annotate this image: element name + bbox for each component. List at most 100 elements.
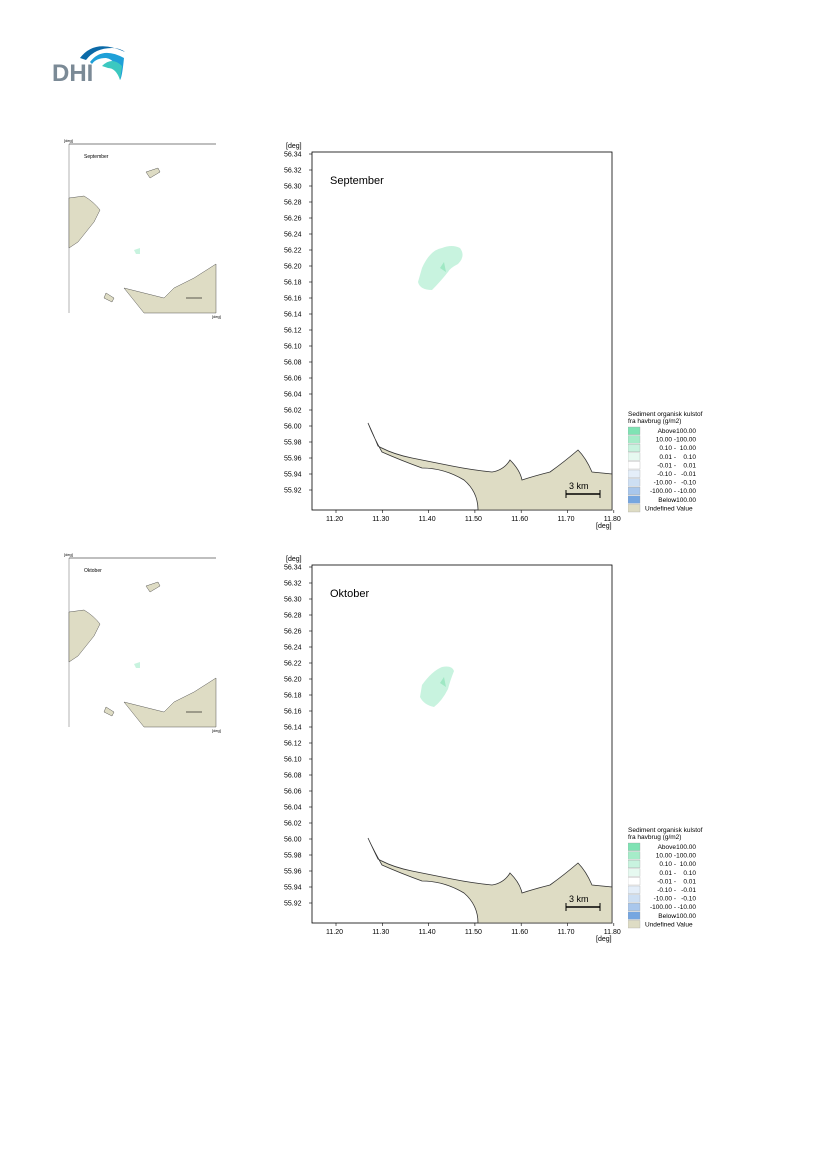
- scale-bar-label: 3 km: [569, 894, 589, 904]
- legend-range-hi: 0.01: [683, 462, 696, 469]
- y-tick-label: 56.20: [284, 264, 302, 271]
- legend-swatch: [627, 444, 641, 452]
- legend-range-lo: 0.10 -: [659, 861, 676, 868]
- legend-range-hi: 100.00: [676, 853, 696, 860]
- legend-range-hi: -10.00: [678, 904, 697, 911]
- y-tick-label: 56.34: [284, 152, 302, 159]
- legend-range-lo: -0.10 -: [657, 887, 676, 894]
- legend-swatch: [627, 885, 641, 894]
- y-tick-label: 55.98: [284, 440, 302, 447]
- x-tick-label: 11.60: [511, 516, 528, 523]
- legend-range-lo: -0.01 -: [657, 878, 676, 885]
- y-tick-label: 56.30: [284, 597, 302, 604]
- y-tick-label: 55.96: [284, 456, 302, 463]
- scale-bar-label: 3 km: [569, 481, 589, 491]
- main-map-oktober: [deg] 56.34 56.32 56.30 56.28 56.26 56.24 56.2…: [282, 553, 732, 953]
- legend-swatch: [627, 868, 641, 877]
- y-unit: [deg]: [286, 556, 302, 563]
- y-tick-label: 56.32: [284, 168, 302, 175]
- y-tick-label: 56.30: [284, 184, 302, 191]
- y-tick-label: 56.00: [284, 424, 302, 431]
- legend-range-lo: Below: [658, 913, 676, 920]
- y-tick-label: 56.00: [284, 837, 302, 844]
- thumb-label: September: [84, 154, 109, 160]
- legend-range-hi: -100.00: [674, 913, 696, 920]
- legend-swatch: [627, 911, 641, 920]
- thumb-x-unit: [deg]: [212, 728, 221, 733]
- legend-range-lo: Below: [658, 497, 676, 504]
- y-tick-label: 56.28: [284, 613, 302, 620]
- legend-september: Sediment organisk kulstof fra havbrug (g…: [627, 410, 748, 525]
- legend-label: Undefined Value: [645, 505, 693, 512]
- y-tick-label: 56.14: [284, 312, 302, 319]
- x-tick-label: 11.30: [372, 929, 389, 936]
- legend-label: Undefined Value: [645, 921, 693, 928]
- y-tick-label: 56.28: [284, 200, 302, 207]
- y-tick-label: 56.06: [284, 376, 302, 383]
- thumb-y-unit: [deg]: [64, 138, 73, 143]
- x-tick-label: 11.40: [419, 516, 436, 523]
- coastline: [367, 837, 613, 924]
- y-tick-label: 56.08: [284, 773, 302, 780]
- y-tick-label: 56.04: [284, 805, 302, 812]
- legend-oktober: Sediment organisk kulstof fra havbrug (g…: [627, 826, 748, 941]
- legend-swatch: [627, 903, 641, 911]
- x-tick-label: 11.30: [372, 516, 389, 523]
- dhi-logo: [50, 38, 130, 82]
- legend-swatch: [627, 469, 641, 478]
- legend-title-1: Sediment organisk kulstof: [628, 411, 703, 418]
- map-label: September: [330, 175, 384, 187]
- x-tick-label: 11.20: [326, 929, 343, 936]
- legend-range-hi: -10.00: [678, 488, 697, 495]
- legend-range-lo: 10.00 -: [656, 437, 676, 444]
- plume-outer: [420, 666, 454, 707]
- x-tick-label: 11.40: [419, 929, 436, 936]
- x-tick-label: 11.50: [465, 516, 482, 523]
- y-tick-label: 56.06: [284, 789, 302, 796]
- y-tick-label: 55.98: [284, 853, 302, 860]
- legend-range-lo: -10.00 -: [654, 480, 676, 487]
- y-tick-label: 56.18: [284, 693, 302, 700]
- logo-text: DHI: [52, 60, 94, 87]
- y-tick-label: 56.08: [284, 360, 302, 367]
- legend-range-hi: 100.00: [676, 437, 696, 444]
- legend-range-lo: -100.00 -: [650, 904, 676, 911]
- map-frame: [311, 151, 613, 511]
- legend-range-hi: 0.10: [683, 870, 696, 877]
- coastline: [367, 422, 613, 511]
- y-tick-label: 56.12: [284, 328, 302, 335]
- legend-range-hi: -0.10: [681, 896, 696, 903]
- legend-swatch: [627, 461, 641, 470]
- legend-swatch: [627, 877, 641, 886]
- thumbnail-map-oktober: [deg] Oktober [deg]: [64, 552, 224, 742]
- x-tick-label: 11.80: [604, 929, 621, 936]
- legend-range-hi: -0.10: [681, 480, 696, 487]
- map-frame: [311, 564, 613, 924]
- legend-swatch: [627, 452, 641, 461]
- y-tick-label: 56.24: [284, 232, 302, 239]
- legend-swatch: [627, 426, 641, 435]
- x-tick-label: 11.70: [558, 929, 575, 936]
- thumbnail-map-september: [deg] September [deg]: [64, 138, 224, 328]
- x-tick-label: 11.60: [511, 929, 528, 936]
- legend-swatch: [627, 851, 641, 860]
- legend-swatch: [627, 842, 641, 851]
- y-tick-label: 56.12: [284, 741, 302, 748]
- y-tick-label: 56.20: [284, 677, 302, 684]
- legend-swatch: [627, 920, 641, 929]
- legend-title-1: Sediment organisk kulstof: [628, 827, 703, 834]
- legend-range-lo: -10.00 -: [654, 896, 676, 903]
- x-tick-label: 11.70: [558, 516, 575, 523]
- legend-swatch: [627, 860, 641, 868]
- y-tick-label: 55.96: [284, 869, 302, 876]
- legend-swatch: [627, 487, 641, 495]
- legend-range-lo: 0.10 -: [659, 445, 676, 452]
- y-tick-label: 56.16: [284, 296, 302, 303]
- legend-range-lo: 0.01 -: [659, 454, 676, 461]
- y-tick-label: 56.22: [284, 661, 302, 668]
- legend-range-hi: 0.01: [683, 878, 696, 885]
- y-tick-label: 55.94: [284, 472, 302, 479]
- plume-core: [440, 262, 446, 272]
- legend-swatch: [627, 435, 641, 444]
- y-tick-label: 56.10: [284, 757, 302, 764]
